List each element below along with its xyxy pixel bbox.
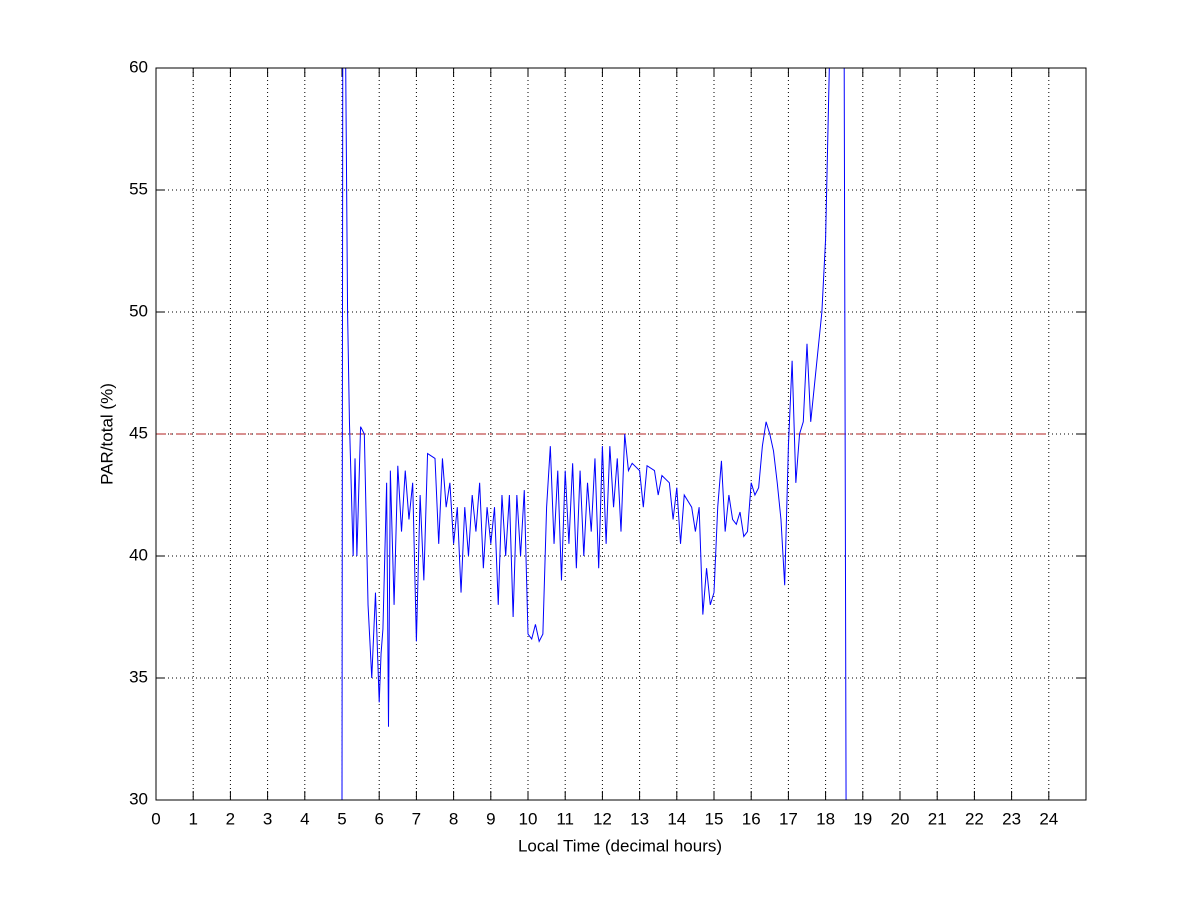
x-tick-label: 6: [374, 809, 383, 828]
y-tick-label: 40: [129, 545, 148, 564]
x-axis-label: Local Time (decimal hours): [518, 836, 722, 855]
x-tick-label: 19: [853, 809, 872, 828]
x-tick-label: 16: [742, 809, 761, 828]
x-tick-label: 14: [667, 809, 686, 828]
x-tick-label: 17: [779, 809, 798, 828]
y-tick-label: 50: [129, 301, 148, 320]
x-tick-label: 3: [263, 809, 272, 828]
x-tick-label: 20: [891, 809, 910, 828]
y-tick-label: 45: [129, 423, 148, 442]
x-tick-label: 18: [816, 809, 835, 828]
x-tick-label: 2: [226, 809, 235, 828]
x-tick-label: 1: [188, 809, 197, 828]
x-tick-label: 9: [486, 809, 495, 828]
x-tick-label: 5: [337, 809, 346, 828]
x-tick-label: 0: [151, 809, 160, 828]
x-tick-label: 22: [965, 809, 984, 828]
y-axis-label: PAR/total (%): [97, 383, 116, 485]
x-tick-label: 11: [556, 809, 574, 828]
x-tick-label: 15: [705, 809, 724, 828]
x-tick-label: 13: [630, 809, 649, 828]
x-tick-label: 8: [449, 809, 458, 828]
y-tick-label: 60: [129, 57, 148, 76]
data-line: [341, 68, 847, 800]
x-tick-label: 12: [593, 809, 612, 828]
x-tick-label: 21: [928, 809, 947, 828]
x-tick-label: 24: [1039, 809, 1058, 828]
y-tick-label: 55: [129, 179, 148, 198]
y-tick-label: 35: [129, 667, 148, 686]
axes-frame: [155, 67, 1087, 801]
x-tick-label: 23: [1002, 809, 1021, 828]
x-tick-label: 10: [519, 809, 538, 828]
x-tick-label: 4: [300, 809, 309, 828]
y-tick-label: 30: [129, 789, 148, 808]
x-tick-label: 7: [412, 809, 421, 828]
